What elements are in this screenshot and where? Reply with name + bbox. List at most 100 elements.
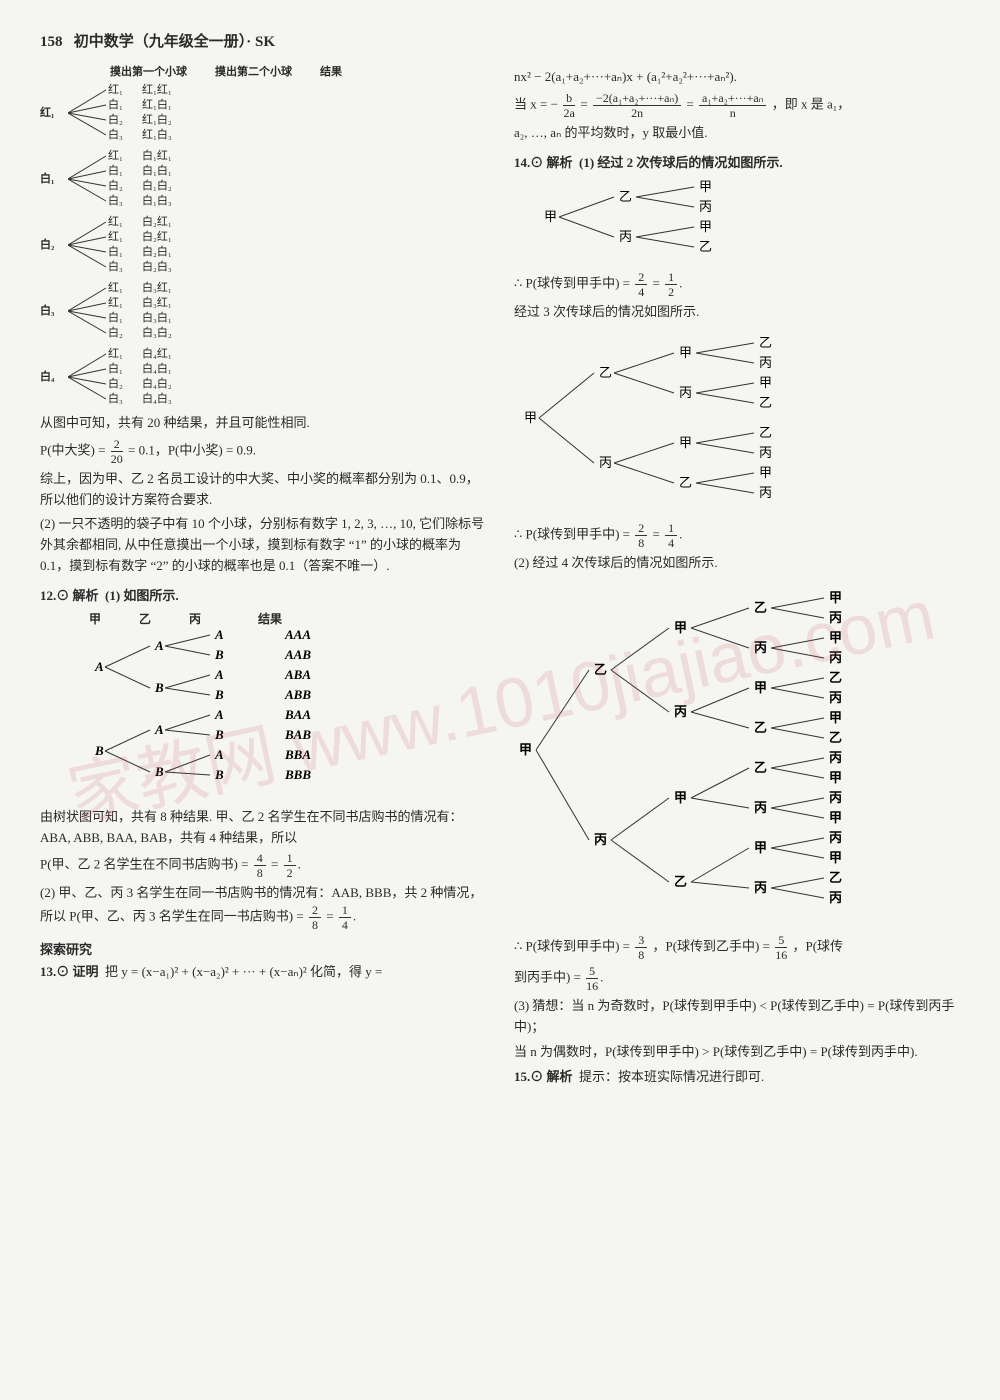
svg-text:乙: 乙 [674,874,687,889]
svg-text:甲: 甲 [754,680,767,695]
tree-outcome: 白₄红₁ [142,347,194,362]
svg-text:乙: 乙 [679,475,692,490]
tree-branches: 红₁红₁红₁白₁红₁白₁白₂红₁白₂白₃红₁白₃ [108,83,194,143]
svg-text:丙: 丙 [829,830,842,845]
fraction: 28 [635,522,647,549]
svg-text:丙: 丙 [599,455,612,470]
formula-label: P(中大奖) = [40,442,109,457]
question-label: 13.⊙ 证明 把 y = (x−a₁)² + (x−a₂)² + ··· + … [40,962,486,983]
tree-leaf: 白₃ [108,260,142,275]
svg-text:B: B [214,647,224,662]
tree-leaf: 红₁ [108,296,142,311]
svg-text:B: B [214,687,224,702]
tree-root: 白₃ [40,304,68,319]
svg-text:乙: 乙 [754,760,767,775]
tree-outcome: 白₁白₂ [142,179,194,194]
pass-tree-4: 甲乙丙甲丙甲乙乙丙甲乙乙丙甲丙甲丙甲丙乙丙甲乙丙甲丙甲丙甲乙丙 [514,580,960,924]
question-label: 12.⊙ 解析 (1) 如图所示. [40,585,486,604]
svg-text:甲: 甲 [829,850,842,865]
svg-text:丙: 丙 [619,229,632,244]
svg-text:甲: 甲 [674,620,687,635]
text: ，P(球传 [792,939,843,954]
tree-leaf: 红₁ [108,215,142,230]
page-number: 158 [40,34,63,50]
svg-text:丙: 丙 [829,610,842,625]
left-column: 摸出第一个小球 摸出第二个小球 结果 红₁红₁红₁红₁白₁红₁白₁白₂红₁白₂白… [40,63,486,1091]
body-text: 当 n 为偶数时，P(球传到甲手中) > P(球传到乙手中) = P(球传到丙手… [514,1042,960,1063]
svg-text:乙: 乙 [759,425,772,440]
svg-text:甲: 甲 [674,790,687,805]
svg-text:B: B [214,767,224,782]
tree-outcome: 白₄白₃ [142,392,194,407]
tree-leaf-row: 白₁白₄白₁ [108,362,194,377]
svg-text:A: A [154,638,164,653]
tree-outcome: 白₁白₁ [142,164,194,179]
body-text: 由树状图可知，共有 8 种结果. 甲、乙 2 名学生在不同书店购书的情况有：AB… [40,807,486,849]
tree-leaf-row: 白₂白₁白₂ [108,179,194,194]
svg-text:乙: 乙 [619,189,632,204]
tree-branches: 红₁白₃红₁红₁白₃红₁白₁白₃白₁白₂白₃白₂ [108,281,194,341]
label: 13.⊙ 证明 [40,964,99,979]
fraction: 220 [111,438,123,465]
svg-text:甲: 甲 [759,465,772,480]
svg-text:A: A [214,707,224,722]
tree-leaf-row: 白₂白₃白₂ [108,326,194,341]
svg-text:丙: 丙 [759,355,772,370]
bookstore-tree-svg: ABABABAAAABAABAABABABBABAABBABABBABBBB [70,627,350,795]
col-header: 结果 [240,610,300,627]
header-title: 初中数学（九年级全一册）· SK [74,34,275,50]
text: ∴ P(球传到甲手中) = [514,527,633,542]
text: ，P(球传到乙手中) = [653,939,774,954]
tree-outcome: 白₂红₁ [142,230,194,245]
tree-leaf-row: 白₁白₁白₁ [108,164,194,179]
body-text: a₂, …, aₙ 的平均数时，y 取最小值. [514,123,960,144]
tree-outcome: 白₁红₁ [142,149,194,164]
tree-connector [68,347,108,407]
tree-outcome: 白₂红₁ [142,215,194,230]
tree-leaf: 白₂ [108,326,142,341]
ball-tree-group: 红₁红₁红₁红₁白₁红₁白₁白₂红₁白₂白₃红₁白₃ [40,83,486,143]
svg-text:乙: 乙 [754,600,767,615]
tree-leaf: 红₁ [108,281,142,296]
tree-outcome: 白₃白₂ [142,326,194,341]
label: 12.⊙ 解析 [40,588,99,603]
tree-leaf-row: 红₁白₁红₁ [108,149,194,164]
svg-text:乙: 乙 [759,335,772,350]
question-label: 14.⊙ 解析 (1) 经过 2 次传球后的情况如图所示. [514,152,960,171]
tree-leaf: 白₁ [108,164,142,179]
tree-leaf-row: 白₁红₁白₁ [108,98,194,113]
formula-text: P(中大奖) = 220 = 0.1，P(中小奖) = 0.9. [40,438,486,465]
tree-header-label: 结果 [320,63,342,79]
tree-root: 白₂ [40,238,68,253]
svg-text:B: B [154,764,164,779]
body-text: 从图中可知，共有 20 种结果，并且可能性相同. [40,413,486,434]
text: 到丙手中) = [514,970,584,985]
pass-tree-2: 甲 乙 丙 甲 丙 甲 乙 [514,177,960,261]
tree-leaf: 白₂ [108,179,142,194]
tree-leaf: 白₁ [108,362,142,377]
svg-text:丙: 丙 [829,650,842,665]
formula: 当 x = − b2a = −2(a₁+a₂+···+aₙ)2n = a₁+a₂… [514,92,960,119]
fraction: 14 [665,522,677,549]
fraction: 28 [309,904,321,931]
tree-leaf-row: 白₃白₁白₃ [108,194,194,209]
tree-branches: 红₁白₁红₁白₁白₁白₁白₂白₁白₂白₃白₁白₃ [108,149,194,209]
formula: nx² − 2(a₁+a₂+···+aₙ)x + (a₁²+a₂²+···+aₙ… [514,67,960,88]
svg-text:丙: 丙 [759,445,772,460]
tree-leaf-row: 白₁白₃白₁ [108,311,194,326]
tree-leaf: 白₁ [108,245,142,260]
tree-outcome: 白₄白₁ [142,362,194,377]
tree-outcome: 白₃红₁ [142,281,194,296]
formula-label: P(甲、乙 2 名学生在不同书店购书) = [40,857,252,872]
svg-text:BAA: BAA [284,707,311,722]
label: 14.⊙ 解析 [514,155,573,170]
fraction: b2a [563,92,575,119]
svg-text:ABB: ABB [284,687,311,702]
svg-text:甲: 甲 [759,375,772,390]
fraction: 14 [339,904,351,931]
tree-leaf: 白₃ [108,194,142,209]
text: (2) 甲、乙、丙 3 名学生在同一书店购书的情况有：AAB, BBB，共 2 … [40,885,482,923]
tree-svg: 甲乙丙甲丙甲乙乙丙甲乙乙丙甲丙甲丙甲丙乙丙甲乙丙甲丙甲丙甲乙丙 [514,580,934,920]
svg-text:BBA: BBA [284,747,311,762]
ball-tree-group: 白₂红₁白₂红₁红₁白₂红₁白₁白₂白₁白₃白₂白₃ [40,215,486,275]
